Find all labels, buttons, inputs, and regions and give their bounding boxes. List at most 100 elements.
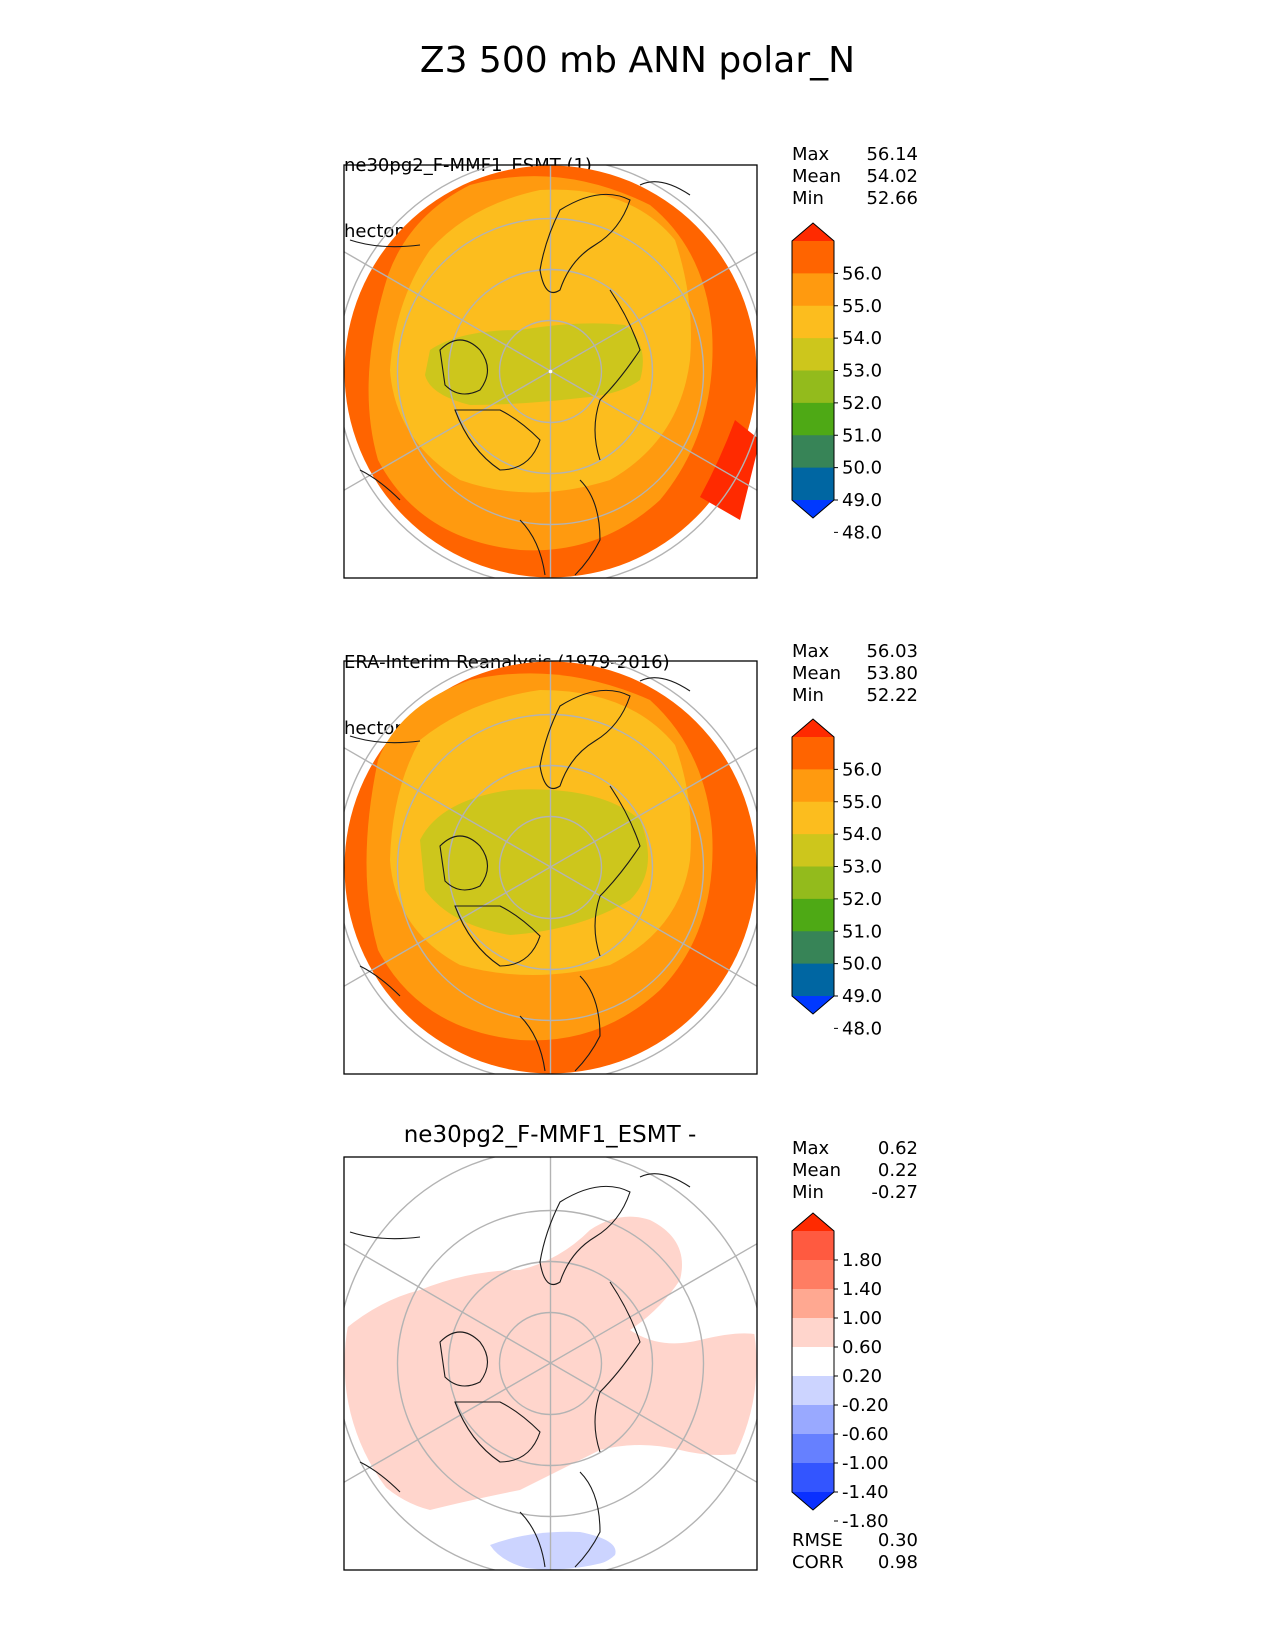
stat-value: -0.27	[871, 1182, 918, 1203]
stat-label: Max	[792, 1138, 830, 1159]
difference-metrics: RMSE 0.30 CORR 0.98	[792, 1530, 918, 1574]
colorbar-band	[792, 737, 834, 770]
metric-label: CORR	[792, 1552, 844, 1573]
colorbar-band	[792, 1463, 834, 1493]
stat-label: Max	[792, 641, 830, 662]
colorbar-band	[792, 1289, 834, 1319]
colorbar-band	[792, 931, 834, 965]
colorbar-tick-label: 0.20	[842, 1366, 882, 1387]
colorbar-tick-label: 50.0	[842, 954, 882, 975]
colorbar-tick-label: 0.60	[842, 1337, 882, 1358]
graticule	[344, 1157, 757, 1570]
colorbar-tick-label: 52.0	[842, 393, 882, 414]
stat-value: 56.03	[866, 641, 918, 662]
coastlines	[349, 181, 691, 576]
test-stats: Max 56.14 Mean 54.02 Min 52.66	[792, 144, 918, 210]
stat-value: 53.80	[866, 663, 918, 684]
colorbar-tick-label: -0.20	[842, 1395, 889, 1416]
stat-label: Min	[792, 1182, 824, 1203]
test-map-frame	[343, 164, 758, 579]
colorbar-tick-label: -0.60	[842, 1424, 889, 1445]
difference-negative-region	[490, 1531, 616, 1570]
stat-value: 0.22	[877, 1160, 918, 1181]
colorbar-tick-label: 1.80	[842, 1250, 882, 1271]
colorbar-tick-label: 1.40	[842, 1279, 882, 1300]
colorbar-band	[792, 402, 834, 436]
colorbar-band	[792, 305, 834, 339]
colorbar-tick-label: 48.0	[842, 1018, 882, 1039]
colorbar-tick-label: 53.0	[842, 361, 882, 382]
colorbar-extend-max	[792, 223, 834, 241]
colorbar-tick-label: 54.0	[842, 328, 882, 349]
colorbar-band	[792, 1347, 834, 1377]
stat-label: Mean	[792, 663, 842, 684]
stat-label: Min	[792, 188, 824, 209]
colorbar-band	[792, 866, 834, 900]
colorbar-band	[792, 241, 834, 274]
difference-stats: Max 0.62 Mean 0.22 Min -0.27	[792, 1138, 918, 1204]
stat-value: 54.02	[866, 166, 918, 187]
colorbar-band	[792, 1376, 834, 1406]
colorbar-band	[792, 769, 834, 803]
colorbar-tick-label: -1.40	[842, 1482, 889, 1503]
colorbar-band	[792, 435, 834, 469]
colorbar-tick-label: 50.0	[842, 458, 882, 479]
stat-label: Mean	[792, 1160, 842, 1181]
colorbar-tick-label: 51.0	[842, 425, 882, 446]
colorbar-band	[792, 467, 834, 501]
reference-map-frame	[343, 660, 758, 1075]
stat-value: 0.62	[877, 1138, 918, 1159]
graticule	[344, 661, 757, 1074]
contour-band-52	[425, 323, 643, 405]
colorbar-tick-label: -1.80	[842, 1511, 889, 1532]
colorbar-band	[792, 801, 834, 835]
reference-stats: Max 56.03 Mean 53.80 Min 52.22	[792, 641, 918, 707]
reference-colorbar: 56.0 55.0 54.0 53.0 52.0 51.0 50.0 49.0 48.0	[791, 718, 882, 1039]
colorbar-tick-label: 55.0	[842, 296, 882, 317]
coastlines	[349, 1173, 691, 1568]
colorbar-tick-label: 49.0	[842, 986, 882, 1007]
stat-label: Max	[792, 144, 830, 165]
colorbar-band	[792, 1318, 834, 1348]
difference-map	[344, 1157, 757, 1570]
colorbar-tick-label: 51.0	[842, 921, 882, 942]
colorbar-extend-max	[792, 719, 834, 737]
coastlines	[349, 677, 691, 1072]
colorbar-tick-label: 48.0	[842, 522, 882, 543]
colorbar-tick-label: 53.0	[842, 857, 882, 878]
colorbar-extend-max	[792, 1213, 834, 1231]
reference-map	[344, 661, 757, 1074]
colorbar-band	[792, 898, 834, 932]
contour-band-56	[700, 420, 757, 520]
metric-value: 0.98	[877, 1552, 918, 1573]
colorbar-tick-label: 54.0	[842, 824, 882, 845]
colorbar-tick-label: 52.0	[842, 889, 882, 910]
colorbar-band	[792, 1405, 834, 1435]
stat-value: 52.22	[866, 685, 918, 706]
colorbar-extend-min	[792, 996, 834, 1014]
colorbar-tick-label: 56.0	[842, 759, 882, 780]
colorbar-extend-min	[792, 1492, 834, 1510]
stat-value: 56.14	[866, 144, 918, 165]
metric-value: 0.30	[877, 1530, 918, 1551]
colorbar-band	[792, 370, 834, 404]
colorbar-tick-label: -1.00	[842, 1453, 889, 1474]
page-title: Z3 500 mb ANN polar_N	[419, 40, 856, 81]
metric-label: RMSE	[792, 1530, 843, 1551]
test-map	[344, 165, 757, 578]
colorbar-tick-label: 49.0	[842, 490, 882, 511]
colorbar-band	[792, 338, 834, 371]
colorbar-band	[792, 963, 834, 997]
colorbar-band	[792, 273, 834, 307]
difference-colorbar: 1.80 1.40 1.00 0.60 0.20 -0.20 -0.60 -1.00 -1.40…	[791, 1212, 889, 1532]
colorbar-extend-min	[792, 500, 834, 518]
colorbar-tick-label: 56.0	[842, 263, 882, 284]
colorbar-band	[792, 834, 834, 867]
colorbar-band	[792, 1434, 834, 1464]
colorbar-tick-label: 55.0	[842, 792, 882, 813]
colorbar-tick-label: 1.00	[842, 1308, 882, 1329]
stat-value: 52.66	[866, 188, 918, 209]
colorbar-band	[792, 1231, 834, 1261]
test-colorbar: 56.0 55.0 54.0 53.0 52.0 51.0 50.0 49.0 48.0	[791, 222, 882, 543]
